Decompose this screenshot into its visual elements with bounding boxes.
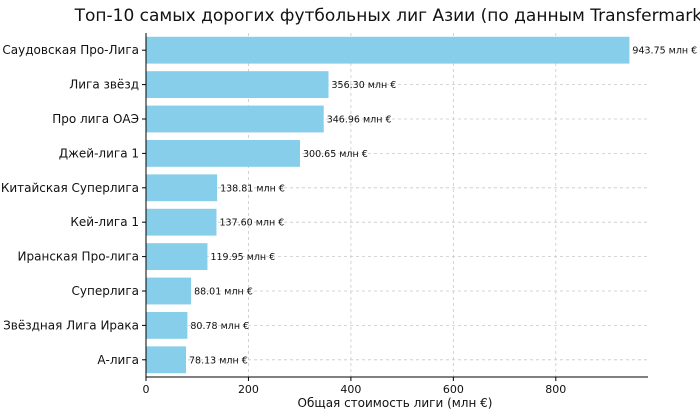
bar <box>146 277 192 305</box>
x-tick-labels: 0 200 400 600 800 <box>143 377 566 396</box>
x-axis-label: Общая стоимость лиги (млн €) <box>298 396 493 410</box>
data-labels: 943.75 млн € 356.30 млн € 346.96 млн € 300.… <box>189 46 697 367</box>
category-label: Кей-лига 1 <box>70 215 139 229</box>
category-label: Звёздная Лига Ирака <box>3 318 139 332</box>
bar <box>146 346 187 374</box>
data-label: 300.65 млн € <box>303 149 368 160</box>
x-tick-label: 800 <box>545 383 566 396</box>
category-label: Иранская Про-лига <box>18 250 139 264</box>
bar <box>146 139 301 167</box>
bar <box>146 311 188 339</box>
data-label: 346.96 млн € <box>327 115 392 126</box>
category-labels: Саудовская Про-Лига Лига звёзд Про лига ОА… <box>1 43 146 367</box>
bar <box>146 208 217 236</box>
category-label: Лига звёзд <box>69 78 139 92</box>
data-label: 119.95 млн € <box>210 252 275 263</box>
chart-title: Топ-10 самых дорогих футбольных лиг Азии… <box>74 6 700 26</box>
category-label: Джей-лига 1 <box>59 146 139 160</box>
data-label: 80.78 млн € <box>190 321 249 332</box>
bar <box>146 105 324 133</box>
category-label: Суперлига <box>72 284 139 298</box>
bar <box>146 71 329 99</box>
x-tick-label: 200 <box>238 383 259 396</box>
x-tick-label: 400 <box>340 383 361 396</box>
x-tick-label: 600 <box>443 383 464 396</box>
bar <box>146 243 208 271</box>
data-label: 138.81 млн € <box>220 183 285 194</box>
bar <box>146 36 630 64</box>
category-label: Про лига ОАЭ <box>52 112 139 126</box>
data-label: 356.30 млн € <box>332 80 397 91</box>
category-label: А-лига <box>97 353 139 367</box>
category-label: Саудовская Про-Лига <box>2 43 139 57</box>
bars <box>146 36 630 374</box>
category-label: Китайская Суперлига <box>1 181 139 195</box>
data-label: 88.01 млн € <box>194 287 253 298</box>
data-label: 943.75 млн € <box>632 46 697 57</box>
bar <box>146 174 218 202</box>
x-tick-label: 0 <box>143 383 150 396</box>
data-label: 137.60 млн € <box>219 218 284 229</box>
data-label: 78.13 млн € <box>189 355 248 366</box>
